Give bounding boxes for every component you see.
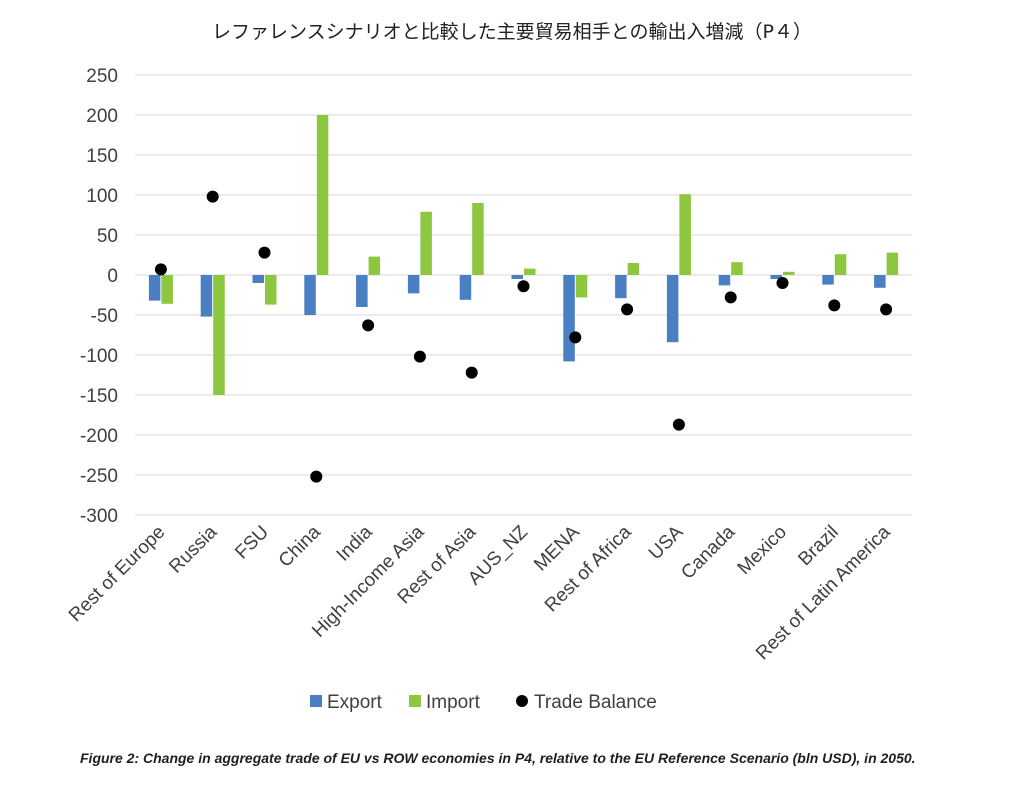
legend-export-swatch (310, 695, 322, 707)
export-bar (252, 275, 264, 283)
trade-balance-point (413, 350, 426, 363)
legend-trade-balance-label: Trade Balance (534, 692, 657, 713)
legend-export-label: Export (327, 692, 383, 713)
y-tick-label: 200 (86, 106, 118, 127)
trade-balance-point (517, 280, 530, 293)
import-bar (575, 275, 588, 298)
x-category-label: China (275, 521, 325, 571)
trade-balance-point (569, 331, 582, 344)
y-axis-ticks: 250 200 150 100 50 0 -50 -100 -150 -200 -250 -300 (80, 66, 118, 527)
bars (148, 115, 899, 395)
y-tick-label: -200 (80, 426, 118, 447)
y-tick-label: -150 (80, 386, 118, 407)
import-bar (886, 252, 899, 275)
trade-balance-point (880, 303, 893, 316)
trade-balance-point (828, 299, 841, 312)
legend-trade-balance-swatch (516, 695, 528, 707)
x-category-label: Russia (165, 521, 221, 577)
export-bar (407, 275, 420, 294)
trade-balance-point (258, 246, 271, 259)
import-bar (679, 194, 691, 275)
trade-balance-point (724, 291, 737, 304)
trade-balance-point (621, 303, 634, 316)
trade-balance-point (310, 470, 323, 483)
export-bar (874, 275, 886, 288)
export-bar (200, 275, 213, 317)
import-bar (420, 211, 432, 275)
import-bar (834, 254, 847, 275)
gridlines (135, 74, 912, 516)
y-tick-label: 150 (86, 146, 118, 167)
x-category-label: USA (645, 521, 688, 564)
import-bar (472, 203, 484, 275)
legend-import-swatch (409, 695, 421, 707)
export-bar (511, 275, 523, 279)
x-category-label: Canada (677, 521, 739, 583)
import-bar (265, 275, 277, 305)
y-tick-label: -100 (80, 346, 118, 367)
chart-title: レファレンスシナリオと比較した主要貿易相手との輸出入増減（P４） (212, 21, 812, 43)
export-bar (563, 275, 575, 362)
figure-caption: Figure 2: Change in aggregate trade of E… (80, 750, 916, 766)
trade-balance-points (154, 190, 893, 483)
trade-balance-point (154, 263, 167, 276)
export-bar (615, 275, 627, 299)
y-tick-label: 250 (86, 66, 118, 87)
x-category-label: FSU (231, 522, 273, 564)
x-category-label: Rest of Europe (65, 522, 169, 626)
y-tick-label: -250 (80, 466, 118, 487)
export-bar (666, 275, 679, 343)
export-bar (822, 275, 834, 285)
import-bar (783, 271, 795, 275)
trade-balance-point (362, 319, 375, 332)
import-bar (627, 263, 640, 275)
y-tick-label: 50 (97, 226, 118, 247)
export-bar (304, 275, 316, 315)
import-bar (524, 268, 536, 275)
x-category-label: Brazil (794, 522, 842, 570)
import-bar (731, 262, 743, 275)
x-category-label: India (333, 521, 377, 565)
x-category-label: Mexico (734, 522, 791, 579)
import-bar (316, 115, 329, 275)
legend: Export Import Trade Balance (310, 692, 657, 713)
export-bar (148, 275, 161, 301)
y-tick-label: 100 (86, 186, 118, 207)
import-bar (161, 275, 173, 304)
trade-balance-point (672, 418, 685, 431)
y-tick-label: -50 (91, 306, 118, 327)
export-bar (718, 275, 731, 286)
trade-balance-point (776, 277, 789, 289)
export-bar (356, 275, 368, 307)
y-tick-label: 0 (107, 266, 118, 287)
y-tick-label: -300 (80, 506, 118, 527)
trade-balance-point (206, 190, 219, 203)
export-bar (459, 275, 472, 300)
legend-import-label: Import (426, 692, 481, 713)
export-bar (770, 275, 782, 279)
import-bar (368, 256, 381, 275)
trade-balance-point (465, 366, 478, 379)
import-bar (213, 275, 225, 395)
